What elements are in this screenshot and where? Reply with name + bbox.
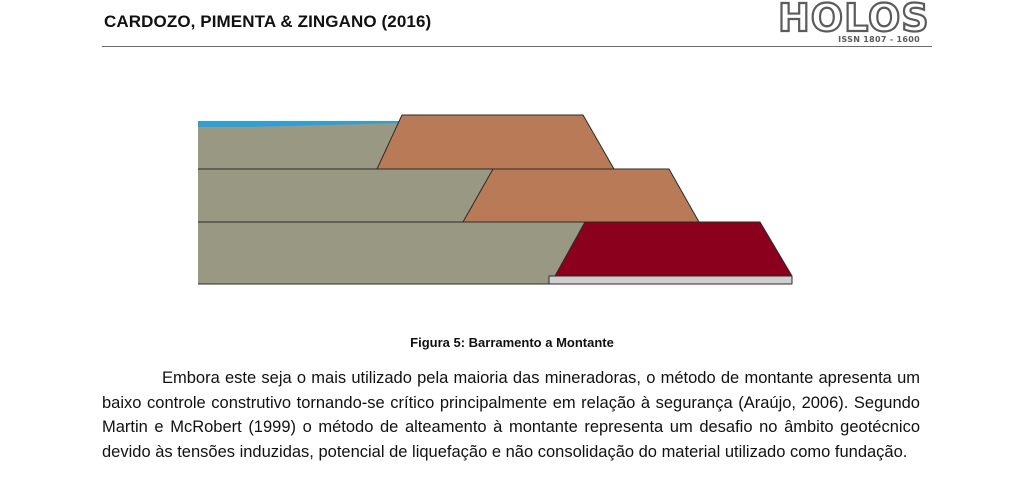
dike-middle: [462, 168, 700, 223]
tailings-layer-top: [198, 121, 402, 169]
journal-logo: HOLOS ISSN 1807 - 1600: [777, 0, 930, 48]
logo-wordmark: HOLOS: [777, 0, 930, 41]
tailings-layer-bottom: [198, 222, 585, 284]
starter-dam: [554, 221, 793, 277]
body-paragraph: Embora este seja o mais utilizado pela m…: [102, 369, 920, 461]
logo-issn: ISSN 1807 - 1600: [838, 35, 920, 44]
tailings-layer-middle: [198, 169, 493, 222]
pond-water: [198, 121, 402, 127]
dike-upper: [376, 114, 615, 170]
running-header-title: CARDOZO, PIMENTA & ZINGANO (2016): [104, 12, 432, 31]
figure-caption: Figura 5: Barramento a Montante: [410, 335, 614, 350]
header-rule: [102, 46, 932, 47]
foundation-base: [548, 275, 793, 285]
upstream-dam-diagram: [198, 114, 793, 285]
